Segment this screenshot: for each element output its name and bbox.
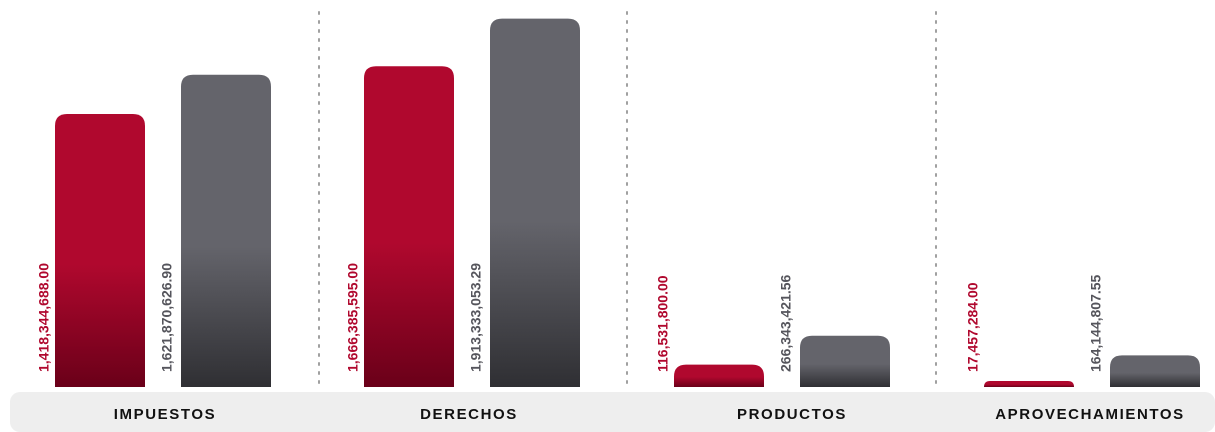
value-label-aprovechamientos-series-2: 164,144,807.55 xyxy=(1088,274,1104,372)
value-label-derechos-series-1: 1,666,385,595.00 xyxy=(345,263,361,372)
bar-productos-series-1 xyxy=(674,364,764,387)
category-band xyxy=(10,392,1215,432)
bar-aprovechamientos-series-2 xyxy=(1110,355,1200,387)
bar-productos-series-2 xyxy=(800,335,890,387)
value-label-impuestos-series-2: 1,621,870,626.90 xyxy=(159,263,175,372)
bar-impuestos-series-2 xyxy=(181,74,271,387)
category-label-impuestos: IMPUESTOS xyxy=(114,406,216,423)
value-label-productos-series-1: 116,531,800.00 xyxy=(655,275,671,372)
category-labels: IMPUESTOS DERECHOS PRODUCTOS APROVECHAMIENT… xyxy=(114,406,1185,423)
category-label-productos: PRODUCTOS xyxy=(737,406,847,423)
bar-aprovechamientos-series-1 xyxy=(984,381,1074,387)
category-label-aprovechamientos: APROVECHAMIENTOS xyxy=(995,406,1185,423)
value-labels: 1,418,344,688.00 1,621,870,626.90 1,666,38… xyxy=(36,263,1104,372)
separators xyxy=(318,11,937,386)
value-label-aprovechamientos-series-1: 17,457,284.00 xyxy=(965,282,981,372)
bar-impuestos-series-1 xyxy=(55,113,145,387)
bars xyxy=(55,18,1200,388)
bar-derechos-series-1 xyxy=(364,66,454,388)
category-label-derechos: DERECHOS xyxy=(420,406,518,423)
value-label-derechos-series-2: 1,913,333,053.29 xyxy=(468,263,484,372)
bar-derechos-series-2 xyxy=(490,18,580,388)
value-label-productos-series-2: 266,343,421.56 xyxy=(778,274,794,372)
value-label-impuestos-series-1: 1,418,344,688.00 xyxy=(36,263,52,372)
